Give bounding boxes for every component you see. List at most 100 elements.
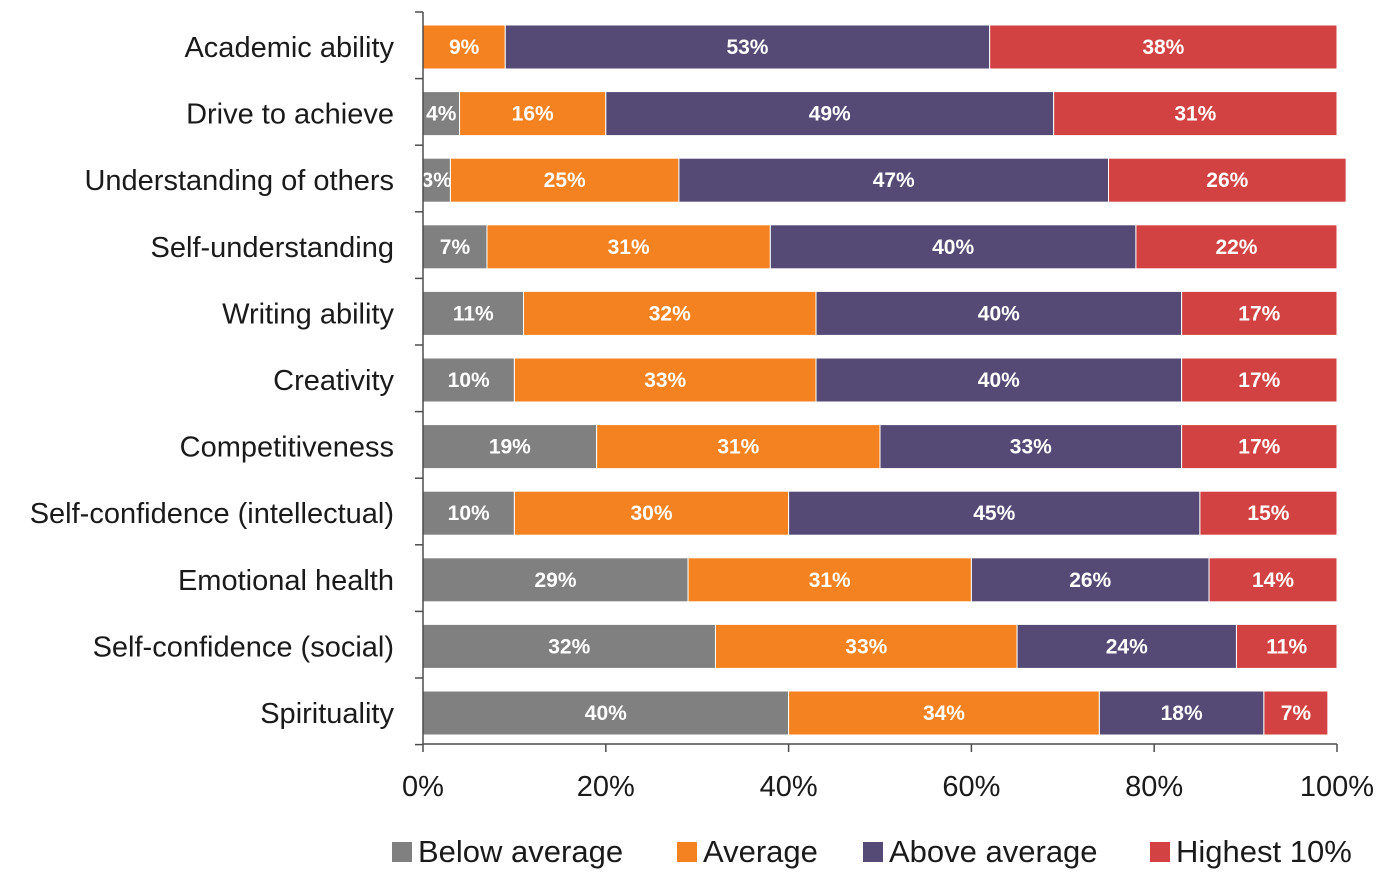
bar-segment xyxy=(788,690,1100,736)
bar-segment xyxy=(605,91,1055,137)
bar-segment xyxy=(815,290,1183,336)
data-label: 7% xyxy=(440,236,471,259)
x-tick-label: 80% xyxy=(1125,771,1183,803)
category-label: Emotional health xyxy=(178,565,394,597)
bar-segment xyxy=(422,24,506,70)
x-tick-labels: 0% 20% 40% 60% 80% 100% xyxy=(402,771,1374,803)
data-label: 32% xyxy=(548,635,590,658)
bar-segment xyxy=(1263,690,1329,736)
legend-swatch xyxy=(392,842,412,862)
data-label: 31% xyxy=(717,436,759,459)
bar-segment xyxy=(504,24,991,70)
bar-segment xyxy=(1199,490,1338,536)
bar-segment xyxy=(970,557,1210,603)
legend-swatch xyxy=(1150,842,1170,862)
x-tick-label: 20% xyxy=(577,771,635,803)
bar-segment xyxy=(769,224,1137,270)
data-label: 17% xyxy=(1238,302,1280,325)
data-label: 11% xyxy=(1266,635,1307,658)
data-label: 25% xyxy=(544,169,586,192)
bars-layer: 9% 53% 38% 4% 16% 49% 31% 3% 25% 47% 26% 7% 31% 40% 22… xyxy=(422,24,1347,736)
bar-segment xyxy=(1181,290,1338,336)
x-tick-label: 100% xyxy=(1300,771,1374,803)
bar-segment xyxy=(1208,557,1338,603)
data-label: 47% xyxy=(873,169,915,192)
data-label: 34% xyxy=(923,702,965,725)
data-label: 31% xyxy=(608,236,650,259)
data-label: 19% xyxy=(489,436,531,459)
data-label: 40% xyxy=(932,236,974,259)
bar-segment xyxy=(449,157,680,203)
bar-segment xyxy=(513,357,817,403)
data-label: 16% xyxy=(512,103,554,126)
category-labels: Academic ability Drive to achieve Understa… xyxy=(30,32,395,730)
bar-segment xyxy=(714,623,1018,669)
legend-label: Above average xyxy=(889,834,1098,869)
bar-segment xyxy=(1053,91,1338,137)
data-label: 45% xyxy=(973,502,1015,525)
bar-segment xyxy=(422,623,716,669)
legend: Below average Average Above average Highest… xyxy=(392,834,1352,869)
bar-segment xyxy=(1181,424,1338,470)
category-label: Drive to achieve xyxy=(186,99,394,131)
legend-swatch xyxy=(863,842,883,862)
data-label: 11% xyxy=(453,302,494,325)
bar-segment xyxy=(1108,157,1347,203)
data-label: 22% xyxy=(1215,236,1257,259)
data-label: 9% xyxy=(449,36,480,59)
bar-segment xyxy=(422,690,790,736)
data-label: 17% xyxy=(1238,369,1280,392)
x-tick-label: 40% xyxy=(760,771,818,803)
data-label: 7% xyxy=(1281,702,1312,725)
data-label: 32% xyxy=(649,302,691,325)
data-label: 15% xyxy=(1247,502,1289,525)
axes xyxy=(415,11,1338,752)
category-label: Self-understanding xyxy=(151,232,394,264)
bar-segment xyxy=(1098,690,1265,736)
bar-segment xyxy=(422,490,515,536)
data-label: 33% xyxy=(845,635,887,658)
data-label: 40% xyxy=(585,702,627,725)
bar-segment xyxy=(459,91,607,137)
data-label: 3% xyxy=(422,169,453,192)
category-label: Competitiveness xyxy=(180,432,394,464)
data-label: 31% xyxy=(809,569,851,592)
data-label: 10% xyxy=(448,369,490,392)
data-label: 33% xyxy=(1010,436,1052,459)
bar-segment xyxy=(1016,623,1237,669)
data-label: 40% xyxy=(978,302,1020,325)
bar-segment xyxy=(1135,224,1338,270)
bar-segment xyxy=(1235,623,1338,669)
data-label: 40% xyxy=(978,369,1020,392)
bar-segment xyxy=(596,424,881,470)
data-label: 14% xyxy=(1252,569,1294,592)
data-label: 38% xyxy=(1142,36,1184,59)
bar-segment xyxy=(815,357,1183,403)
legend-label: Highest 10% xyxy=(1176,834,1352,869)
data-label: 10% xyxy=(448,502,490,525)
data-label: 53% xyxy=(726,36,768,59)
data-label: 33% xyxy=(644,369,686,392)
x-tick-label: 60% xyxy=(942,771,1000,803)
legend-label: Average xyxy=(703,834,818,869)
bar-segment xyxy=(422,224,488,270)
bar-segment xyxy=(513,490,790,536)
bar-segment xyxy=(989,24,1338,70)
bar-segment xyxy=(422,357,515,403)
x-tick-label: 0% xyxy=(402,771,444,803)
data-label: 29% xyxy=(535,569,577,592)
bar-segment xyxy=(523,290,817,336)
data-label: 49% xyxy=(809,103,851,126)
bar-segment xyxy=(1181,357,1338,403)
data-label: 24% xyxy=(1106,635,1148,658)
legend-label: Below average xyxy=(418,834,623,869)
data-label: 31% xyxy=(1174,103,1216,126)
legend-swatch xyxy=(677,842,697,862)
category-label: Academic ability xyxy=(184,32,394,64)
category-label: Spirituality xyxy=(260,698,394,730)
data-label: 17% xyxy=(1238,436,1280,459)
data-label: 18% xyxy=(1161,702,1203,725)
bar-segment xyxy=(486,224,771,270)
category-label: Creativity xyxy=(273,365,394,397)
